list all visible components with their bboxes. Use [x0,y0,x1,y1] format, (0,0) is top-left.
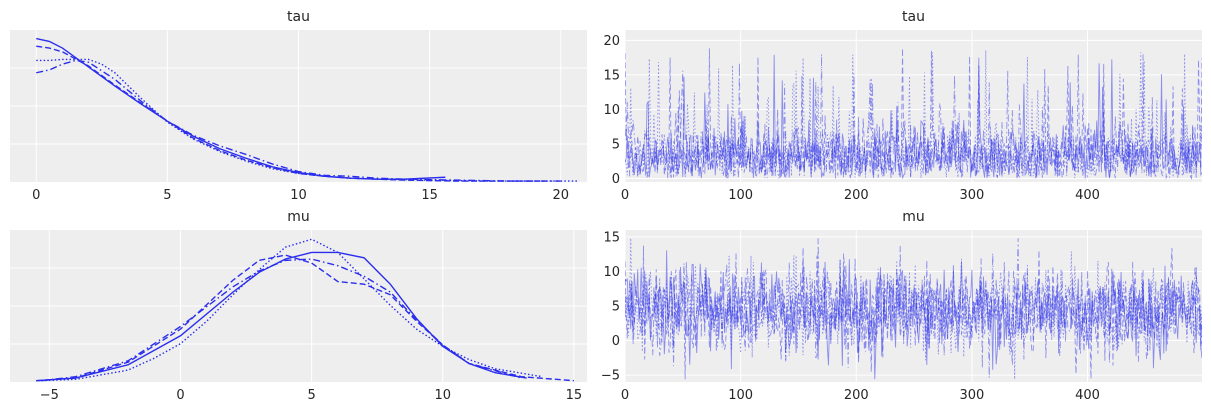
x-tick-label: 0 [32,188,40,203]
x-tick-label: 10 [434,388,451,403]
panel-title: mu [287,209,310,225]
x-tick-label: 300 [959,188,984,203]
trace-line-chain-3 [625,238,1202,378]
x-tick-label: 0 [621,388,629,403]
kde-line-dotted [41,238,543,382]
x-tick-label: 400 [1075,188,1100,203]
y-tick-label: 0 [612,172,620,187]
x-tick-label: 10 [290,188,307,203]
y-tick-label: 5 [612,300,620,315]
series-group [36,238,574,382]
y-tick-label: 10 [603,265,620,280]
x-tick-label: 5 [163,188,171,203]
x-tick-label: 15 [421,188,438,203]
x-tick-label: 0 [621,188,629,203]
panel-title: tau [287,9,310,25]
kde-line-dashdot [41,258,522,382]
tau-trace-panel: 0 100 200 300 400 0 5 10 15 20 tau [603,9,1202,203]
series-group [36,37,580,182]
mu-kde-panel: −5 0 5 10 15 mu [10,209,587,403]
trace-line-chain-3 [625,54,1202,181]
x-tick-label: 100 [728,388,753,403]
kde-line-dashed [36,45,546,182]
y-tick-label: 5 [612,138,620,153]
x-tick-label: 20 [552,188,569,203]
x-tick-label: 15 [566,388,583,403]
x-tick-label: 0 [176,388,184,403]
series-group [625,238,1202,380]
x-tick-label: −5 [40,388,59,403]
y-tick-label: 15 [603,230,620,245]
trace-line-chain-4 [625,50,1202,179]
y-tick-label: 0 [612,334,620,349]
x-tick-label: 400 [1075,388,1100,403]
panel-title: tau [902,9,925,25]
panel-title: mu [902,209,925,225]
y-tick-label: 10 [603,103,620,118]
x-tick-label: 5 [307,388,315,403]
series-group [625,48,1202,181]
trace-line-chain-4 [625,238,1202,380]
tau-kde-panel: 0 5 10 15 20 tau [10,9,587,203]
y-tick-label: −5 [601,369,620,384]
y-tick-label: 15 [603,68,620,83]
x-tick-label: 300 [959,388,984,403]
kde-line-dotted [36,58,580,182]
x-tick-label: 100 [728,188,753,203]
x-tick-label: 200 [844,188,869,203]
y-tick-label: 20 [603,34,620,49]
x-tick-label: 200 [844,388,869,403]
